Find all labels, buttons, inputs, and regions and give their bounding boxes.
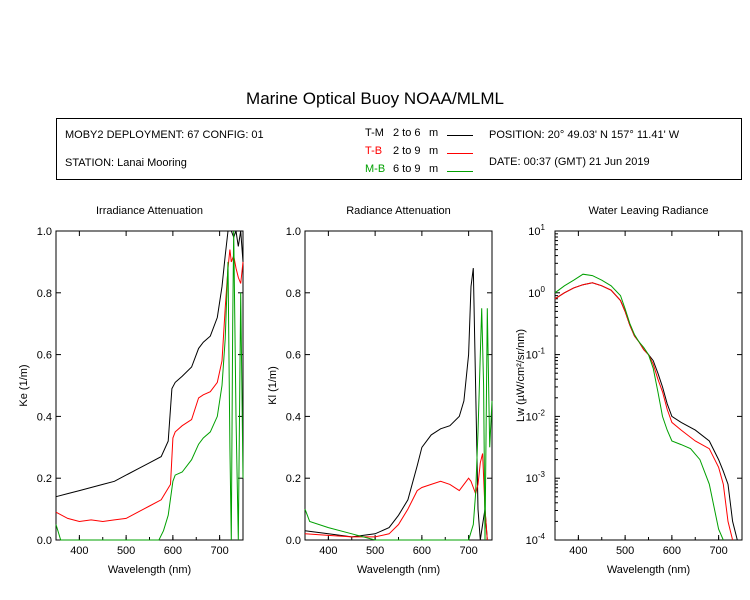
x-tick-label: 500	[117, 545, 135, 557]
y-tick-label: 0.8	[37, 288, 52, 300]
page-title: Marine Optical Buoy NOAA/MLML	[246, 89, 504, 108]
legend-line-tb	[447, 153, 473, 154]
y-tick-label: 101	[528, 223, 545, 238]
chart-0: 400 500 600 700 0.0 0.2 0.4 0.6 0.8 1.0 Wavelength…	[18, 226, 244, 576]
x-tick-label: 600	[164, 545, 182, 557]
series-line-t-b	[55, 249, 244, 523]
series-line-m-b	[554, 273, 724, 541]
x-axis-label: Wavelength (nm)	[607, 564, 690, 576]
series-line-t-m	[554, 282, 738, 541]
y-tick-label: 0.6	[286, 350, 301, 362]
y-tick-label: 0.4	[286, 411, 301, 423]
y-axis-label: Ke (1/m)	[18, 364, 30, 406]
legend-unit-mb: m	[429, 163, 439, 175]
y-tick-label: 10-2	[526, 408, 546, 423]
x-tick-label: 400	[569, 545, 587, 557]
legend-line-mb	[447, 171, 473, 172]
series-line-t-b	[554, 282, 734, 541]
x-tick-label: 700	[709, 545, 727, 557]
y-tick-label: 0.0	[37, 535, 52, 547]
legend-code-tm: T-M	[365, 127, 384, 139]
y-axis-label: Kl (1/m)	[267, 366, 279, 405]
series-line-m-b	[304, 308, 493, 541]
legend-range-tm: 2 to 6	[393, 127, 421, 139]
series-line-t-m	[55, 230, 244, 498]
y-tick-label: 0.8	[286, 288, 301, 300]
series-line-t-m	[304, 268, 488, 541]
y-tick-label: 10-3	[526, 470, 546, 485]
y-tick-label: 0.4	[37, 411, 52, 423]
station-label: STATION: Lanai Mooring	[65, 157, 187, 169]
x-tick-label: 600	[413, 545, 431, 557]
y-tick-label: 0.2	[37, 473, 52, 485]
legend-range-mb: 6 to 9	[393, 163, 421, 175]
lw-title: Water Leaving Radiance	[588, 205, 709, 217]
series-line-t-b	[304, 453, 488, 541]
x-tick-label: 700	[210, 545, 228, 557]
y-tick-label: 100	[528, 285, 545, 300]
x-tick-label: 500	[366, 545, 384, 557]
y-tick-label: 10-4	[526, 532, 546, 547]
x-axis-label: Wavelength (nm)	[108, 564, 191, 576]
x-tick-label: 600	[663, 545, 681, 557]
y-tick-label: 1.0	[37, 226, 52, 238]
series-line-m-b	[55, 230, 244, 541]
legend-code-mb: M-B	[365, 163, 386, 175]
x-tick-label: 500	[616, 545, 634, 557]
x-tick-label: 400	[70, 545, 88, 557]
y-tick-label: 0.0	[286, 535, 301, 547]
x-tick-label: 700	[459, 545, 477, 557]
legend-range-tb: 2 to 9	[393, 145, 421, 157]
position-label: POSITION: 20° 49.03' N 157° 11.41' W	[489, 129, 680, 141]
legend-code-tb: T-B	[365, 145, 383, 157]
info-box: MOBY2 DEPLOYMENT: 67 CONFIG: 01 STATION:…	[56, 118, 742, 180]
x-tick-label: 400	[319, 545, 337, 557]
plot-frame	[554, 230, 743, 541]
x-axis-label: Wavelength (nm)	[357, 564, 440, 576]
y-tick-label: 1.0	[286, 226, 301, 238]
legend-unit-tm: m	[429, 127, 439, 139]
y-tick-label: 0.2	[286, 473, 301, 485]
y-tick-label: 10-1	[526, 347, 546, 362]
legend-line-tm	[447, 135, 473, 136]
legend-unit-tb: m	[429, 145, 439, 157]
irradiance-title: Irradiance Attenuation	[95, 205, 204, 217]
chart-1: 400 500 600 700 0.0 0.2 0.4 0.6 0.8 1.0 Wavelength…	[267, 226, 493, 576]
y-tick-label: 0.6	[37, 350, 52, 362]
radiance-title: Radiance Attenuation	[346, 205, 451, 217]
y-axis-label: Lw (µW/cm²/sr/nm)	[515, 329, 527, 422]
deployment-label: MOBY2 DEPLOYMENT: 67 CONFIG: 01	[65, 129, 264, 141]
plot-frame	[304, 230, 493, 541]
chart-2: 400 500 600 700 10-4 10-3 10-2 10-1 100 101 Wavele…	[515, 223, 743, 576]
date-label: DATE: 00:37 (GMT) 21 Jun 2019	[489, 156, 650, 168]
